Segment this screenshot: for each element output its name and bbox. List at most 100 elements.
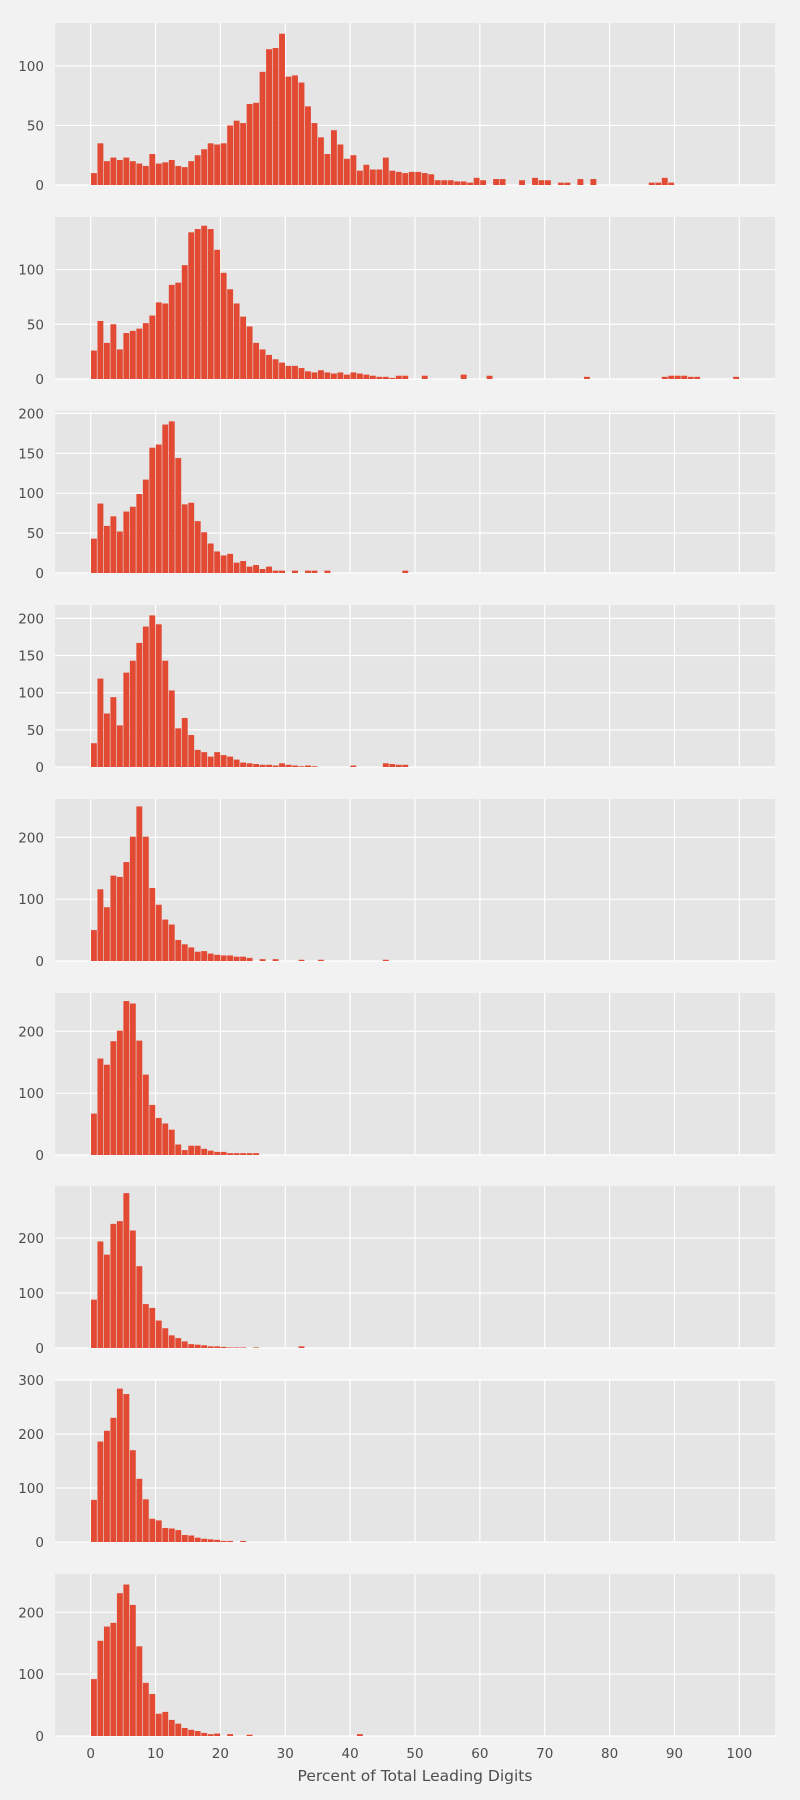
histogram-bar (214, 954, 221, 961)
histogram-bar (194, 1145, 201, 1155)
histogram-bar (382, 376, 389, 379)
histogram-bar (369, 375, 376, 379)
histogram-bar (136, 163, 143, 185)
histogram-bar (181, 504, 188, 573)
histogram-bar (227, 1153, 234, 1155)
histogram-bar (136, 493, 143, 573)
histogram-bar (168, 1129, 175, 1155)
histogram-bar (227, 1540, 234, 1542)
histogram-bar (330, 373, 337, 379)
histogram-bar (376, 376, 383, 379)
histogram-bar (201, 532, 208, 573)
histogram-bar (415, 171, 422, 185)
histogram-bar (318, 959, 324, 961)
histogram-bar (272, 959, 279, 961)
histogram-bar (246, 763, 253, 767)
y-tick-label: 200 (18, 611, 44, 627)
histogram-bar (266, 566, 272, 573)
histogram-bar (149, 315, 156, 379)
histogram-bar (188, 735, 195, 767)
histogram-bar (227, 553, 234, 573)
histogram-bar (298, 959, 305, 961)
histogram-bar (233, 1347, 240, 1348)
y-tick-label: 200 (18, 830, 44, 846)
histogram-bar (253, 342, 260, 379)
histogram-bar (246, 326, 253, 379)
histogram-bar (90, 1113, 97, 1155)
histogram-bar (162, 660, 169, 767)
histogram-bar (227, 1734, 234, 1736)
histogram-bar (330, 130, 337, 185)
histogram-bar (402, 173, 409, 185)
histogram-bar (227, 756, 234, 767)
histogram-bar (233, 562, 240, 573)
histogram-bar (350, 765, 357, 767)
histogram-bar (292, 365, 298, 379)
histogram-bar (272, 570, 279, 573)
histogram-bar (421, 173, 428, 185)
histogram-bar (363, 164, 370, 185)
histogram-bar (298, 82, 305, 185)
histogram-bar (129, 1230, 136, 1348)
histogram-bar (142, 1499, 149, 1542)
histogram-bar (168, 1335, 175, 1348)
histogram-panel-7: 0 100 200 (18, 1186, 775, 1357)
histogram-bar (129, 660, 136, 767)
x-tick-label: 0 (86, 1746, 95, 1762)
histogram-bar (123, 672, 130, 767)
histogram-bar (266, 354, 272, 379)
histogram-bar (240, 316, 247, 379)
histogram-bar (285, 76, 292, 185)
histogram-bar (194, 229, 201, 379)
histogram-bar (259, 569, 266, 573)
histogram-bar (155, 1713, 162, 1736)
histogram-bar (194, 1731, 201, 1736)
histogram-bar (227, 1347, 234, 1348)
histogram-bar (136, 1646, 143, 1736)
histogram-bar (259, 959, 266, 961)
histogram-bar (305, 106, 311, 185)
histogram-bar (188, 1729, 195, 1736)
y-tick-label: 300 (18, 1373, 44, 1389)
histogram-bar (687, 376, 694, 379)
y-tick-label: 100 (18, 1286, 44, 1302)
histogram-bar (123, 1584, 130, 1736)
histogram-bar (90, 743, 97, 767)
histogram-bar (220, 1151, 227, 1155)
histogram-bar (201, 1148, 208, 1155)
histogram-bar (116, 1593, 123, 1736)
histogram-bar (279, 763, 285, 767)
histogram-bar (253, 565, 260, 573)
histogram-panel-6: 0 100 200 (18, 993, 775, 1164)
histogram-bar (103, 713, 110, 767)
histogram-bar (272, 359, 279, 379)
histogram-bar (279, 33, 285, 186)
histogram-bar (110, 1417, 117, 1542)
histogram-bar (181, 1727, 188, 1736)
histogram-bar (220, 1346, 227, 1348)
histogram-bar (149, 1104, 156, 1155)
histogram-bar (162, 162, 169, 185)
histogram-bar (155, 1117, 162, 1155)
histogram-bar (116, 159, 123, 185)
x-tick-label: 60 (471, 1746, 488, 1762)
histogram-bar (155, 1320, 162, 1348)
histogram-bar (110, 1223, 117, 1348)
histogram-bar (447, 180, 454, 185)
histogram-bar (175, 1723, 182, 1736)
histogram-bar (162, 1711, 169, 1736)
histogram-bar (97, 503, 104, 573)
histogram-bar (311, 372, 318, 379)
histogram-bar (454, 181, 461, 185)
histogram-bar (207, 1346, 214, 1348)
histogram-bar (181, 1150, 188, 1155)
histogram-bar (389, 764, 396, 767)
histogram-bar (402, 570, 409, 573)
histogram-bar (175, 1530, 182, 1542)
histogram-bar (129, 506, 136, 573)
histogram-bar (129, 161, 136, 185)
histogram-bar (292, 75, 298, 185)
histogram-bar (389, 170, 396, 185)
histogram-bar (246, 957, 253, 961)
histogram-bar (382, 157, 389, 185)
